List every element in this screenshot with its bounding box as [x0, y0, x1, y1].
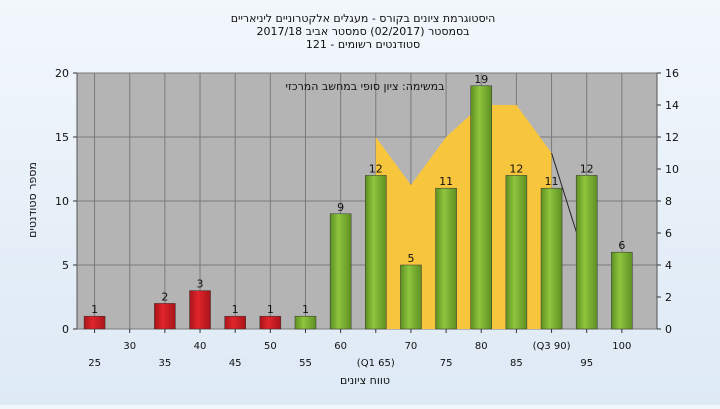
y2-tick-label: 4: [665, 259, 672, 272]
data-label: 19: [474, 73, 488, 86]
data-label: 11: [545, 175, 559, 188]
x-tick-label: 60: [334, 341, 347, 352]
x-tick-label: 55: [299, 358, 312, 369]
title-line: היסטוגרמת ציונים בקורס - מעגלים אלקטרוני…: [231, 12, 496, 25]
y-tick-label: 10: [55, 195, 69, 208]
bar: [400, 264, 422, 330]
data-label: 1: [91, 303, 98, 316]
x-tick-label: 45: [229, 358, 242, 369]
y-axis-label: מספר סטודנטים: [26, 162, 39, 238]
bar: [189, 290, 211, 330]
y2-tick-label: 6: [665, 227, 672, 240]
y2-tick-label: 14: [665, 99, 679, 112]
x-tick-label: 25: [88, 358, 101, 369]
x-tick-label: (Q3 90): [533, 341, 571, 352]
data-label: 12: [369, 162, 383, 175]
data-label: 1: [302, 303, 309, 316]
y2-tick-label: 8: [665, 195, 672, 208]
x-tick-label: 40: [194, 341, 207, 352]
x-tick-label: 95: [580, 358, 593, 369]
bar: [259, 315, 282, 330]
data-label: 12: [580, 162, 594, 175]
data-label: 12: [509, 162, 523, 175]
y-tick-label: 5: [62, 259, 69, 272]
data-label: 2: [161, 290, 168, 303]
chart-title: היסטוגרמת ציונים בקורס - מעגלים אלקטרוני…: [231, 12, 496, 51]
y2-tick-label: 0: [665, 323, 672, 336]
x-tick-label: 30: [123, 341, 136, 352]
data-label: 9: [337, 201, 344, 214]
y-tick-label: 15: [55, 131, 69, 144]
bar: [329, 213, 352, 330]
bar: [294, 315, 317, 330]
x-tick-label: 35: [159, 358, 172, 369]
bar: [224, 315, 246, 330]
x-tick-label: 85: [510, 358, 523, 369]
y2-tick-label: 10: [665, 163, 679, 176]
data-label: 5: [407, 252, 414, 265]
y2-tick-label: 16: [665, 67, 679, 80]
data-label: 1: [267, 303, 274, 316]
bar: [470, 85, 492, 330]
bar: [575, 175, 598, 330]
title-line: בסמסטר (02/2017) סמסטר אביב 2017/18: [256, 25, 469, 38]
bar: [365, 175, 387, 330]
data-label: 3: [197, 278, 204, 291]
title-line: סטודנטים רשומים - 121: [306, 38, 420, 51]
bar: [540, 187, 563, 330]
bar: [154, 303, 176, 330]
chart-annotation: במשימה: ציון סופי במחשב המרכזי: [285, 80, 444, 93]
bar-series: [83, 85, 633, 330]
data-label: 6: [618, 239, 625, 252]
x-tick-label: 50: [264, 341, 277, 352]
bar: [505, 175, 528, 330]
data-label: 11: [439, 175, 453, 188]
x-tick-label: (Q1 65): [357, 358, 395, 369]
x-tick-label: 75: [440, 358, 453, 369]
data-label: 1: [232, 303, 239, 316]
bar: [611, 251, 633, 330]
x-tick-label: 100: [612, 341, 631, 352]
bar: [435, 187, 457, 330]
axes: 0510152002468101214162530354045505560(Q1…: [55, 67, 679, 369]
y2-tick-label: 12: [665, 131, 679, 144]
x-tick-label: 70: [405, 341, 418, 352]
y2-tick-label: 2: [665, 291, 672, 304]
x-axis-label: טווח ציונים: [340, 374, 390, 387]
x-tick-label: 80: [475, 341, 488, 352]
y-tick-label: 0: [62, 323, 69, 336]
bar: [83, 315, 106, 330]
y-tick-label: 20: [55, 67, 69, 80]
